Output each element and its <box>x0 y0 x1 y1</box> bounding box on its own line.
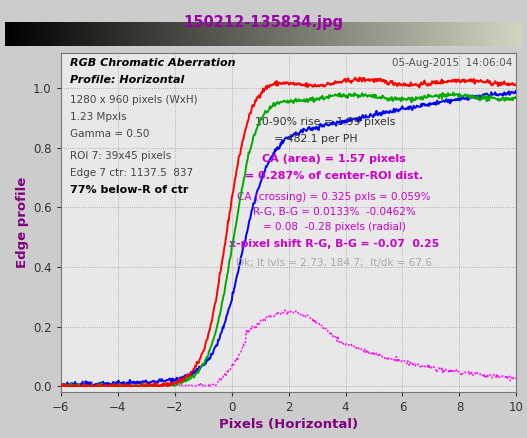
Text: 77% below-R of ctr: 77% below-R of ctr <box>70 185 188 195</box>
Text: 1.23 Mpxls: 1.23 Mpxls <box>70 112 126 122</box>
Text: R-G, B-G = 0.0133%  -0.0462%: R-G, B-G = 0.0133% -0.0462% <box>253 207 415 217</box>
Text: 150212-135834.jpg: 150212-135834.jpg <box>183 15 344 30</box>
Text: = 0.287% of center-ROI dist.: = 0.287% of center-ROI dist. <box>245 171 423 181</box>
X-axis label: Pixels (Horizontal): Pixels (Horizontal) <box>219 418 358 431</box>
Text: Profile: Horizontal: Profile: Horizontal <box>70 74 184 85</box>
Text: ROI 7: 39x45 pixels: ROI 7: 39x45 pixels <box>70 151 171 161</box>
Text: 05-Aug-2015  14:06:04: 05-Aug-2015 14:06:04 <box>392 58 512 67</box>
Text: 10-90% rise = 1.99 pixels: 10-90% rise = 1.99 pixels <box>255 117 395 127</box>
Text: = 0.08  -0.28 pixels (radial): = 0.08 -0.28 pixels (radial) <box>262 223 406 232</box>
Y-axis label: Edge profile: Edge profile <box>16 177 29 268</box>
Text: = 482.1 per PH: = 482.1 per PH <box>274 134 358 144</box>
Text: CA (area) = 1.57 pixels: CA (area) = 1.57 pixels <box>262 155 406 164</box>
Text: Gamma = 0.50: Gamma = 0.50 <box>70 129 149 139</box>
Text: Dk; lt lvls = 2.73, 184.7;  lt/dk = 67.6: Dk; lt lvls = 2.73, 184.7; lt/dk = 67.6 <box>236 258 432 268</box>
Text: RGB Chromatic Aberration: RGB Chromatic Aberration <box>70 58 235 67</box>
Text: CA (crossing) = 0.325 pxls = 0.059%: CA (crossing) = 0.325 pxls = 0.059% <box>237 192 431 202</box>
Text: Edge 7 ctr: 1137.5  837: Edge 7 ctr: 1137.5 837 <box>70 168 193 178</box>
Text: 1280 x 960 pixels (WxH): 1280 x 960 pixels (WxH) <box>70 95 197 105</box>
Text: x-pixel shift R-G, B-G = -0.07  0.25: x-pixel shift R-G, B-G = -0.07 0.25 <box>229 239 439 249</box>
